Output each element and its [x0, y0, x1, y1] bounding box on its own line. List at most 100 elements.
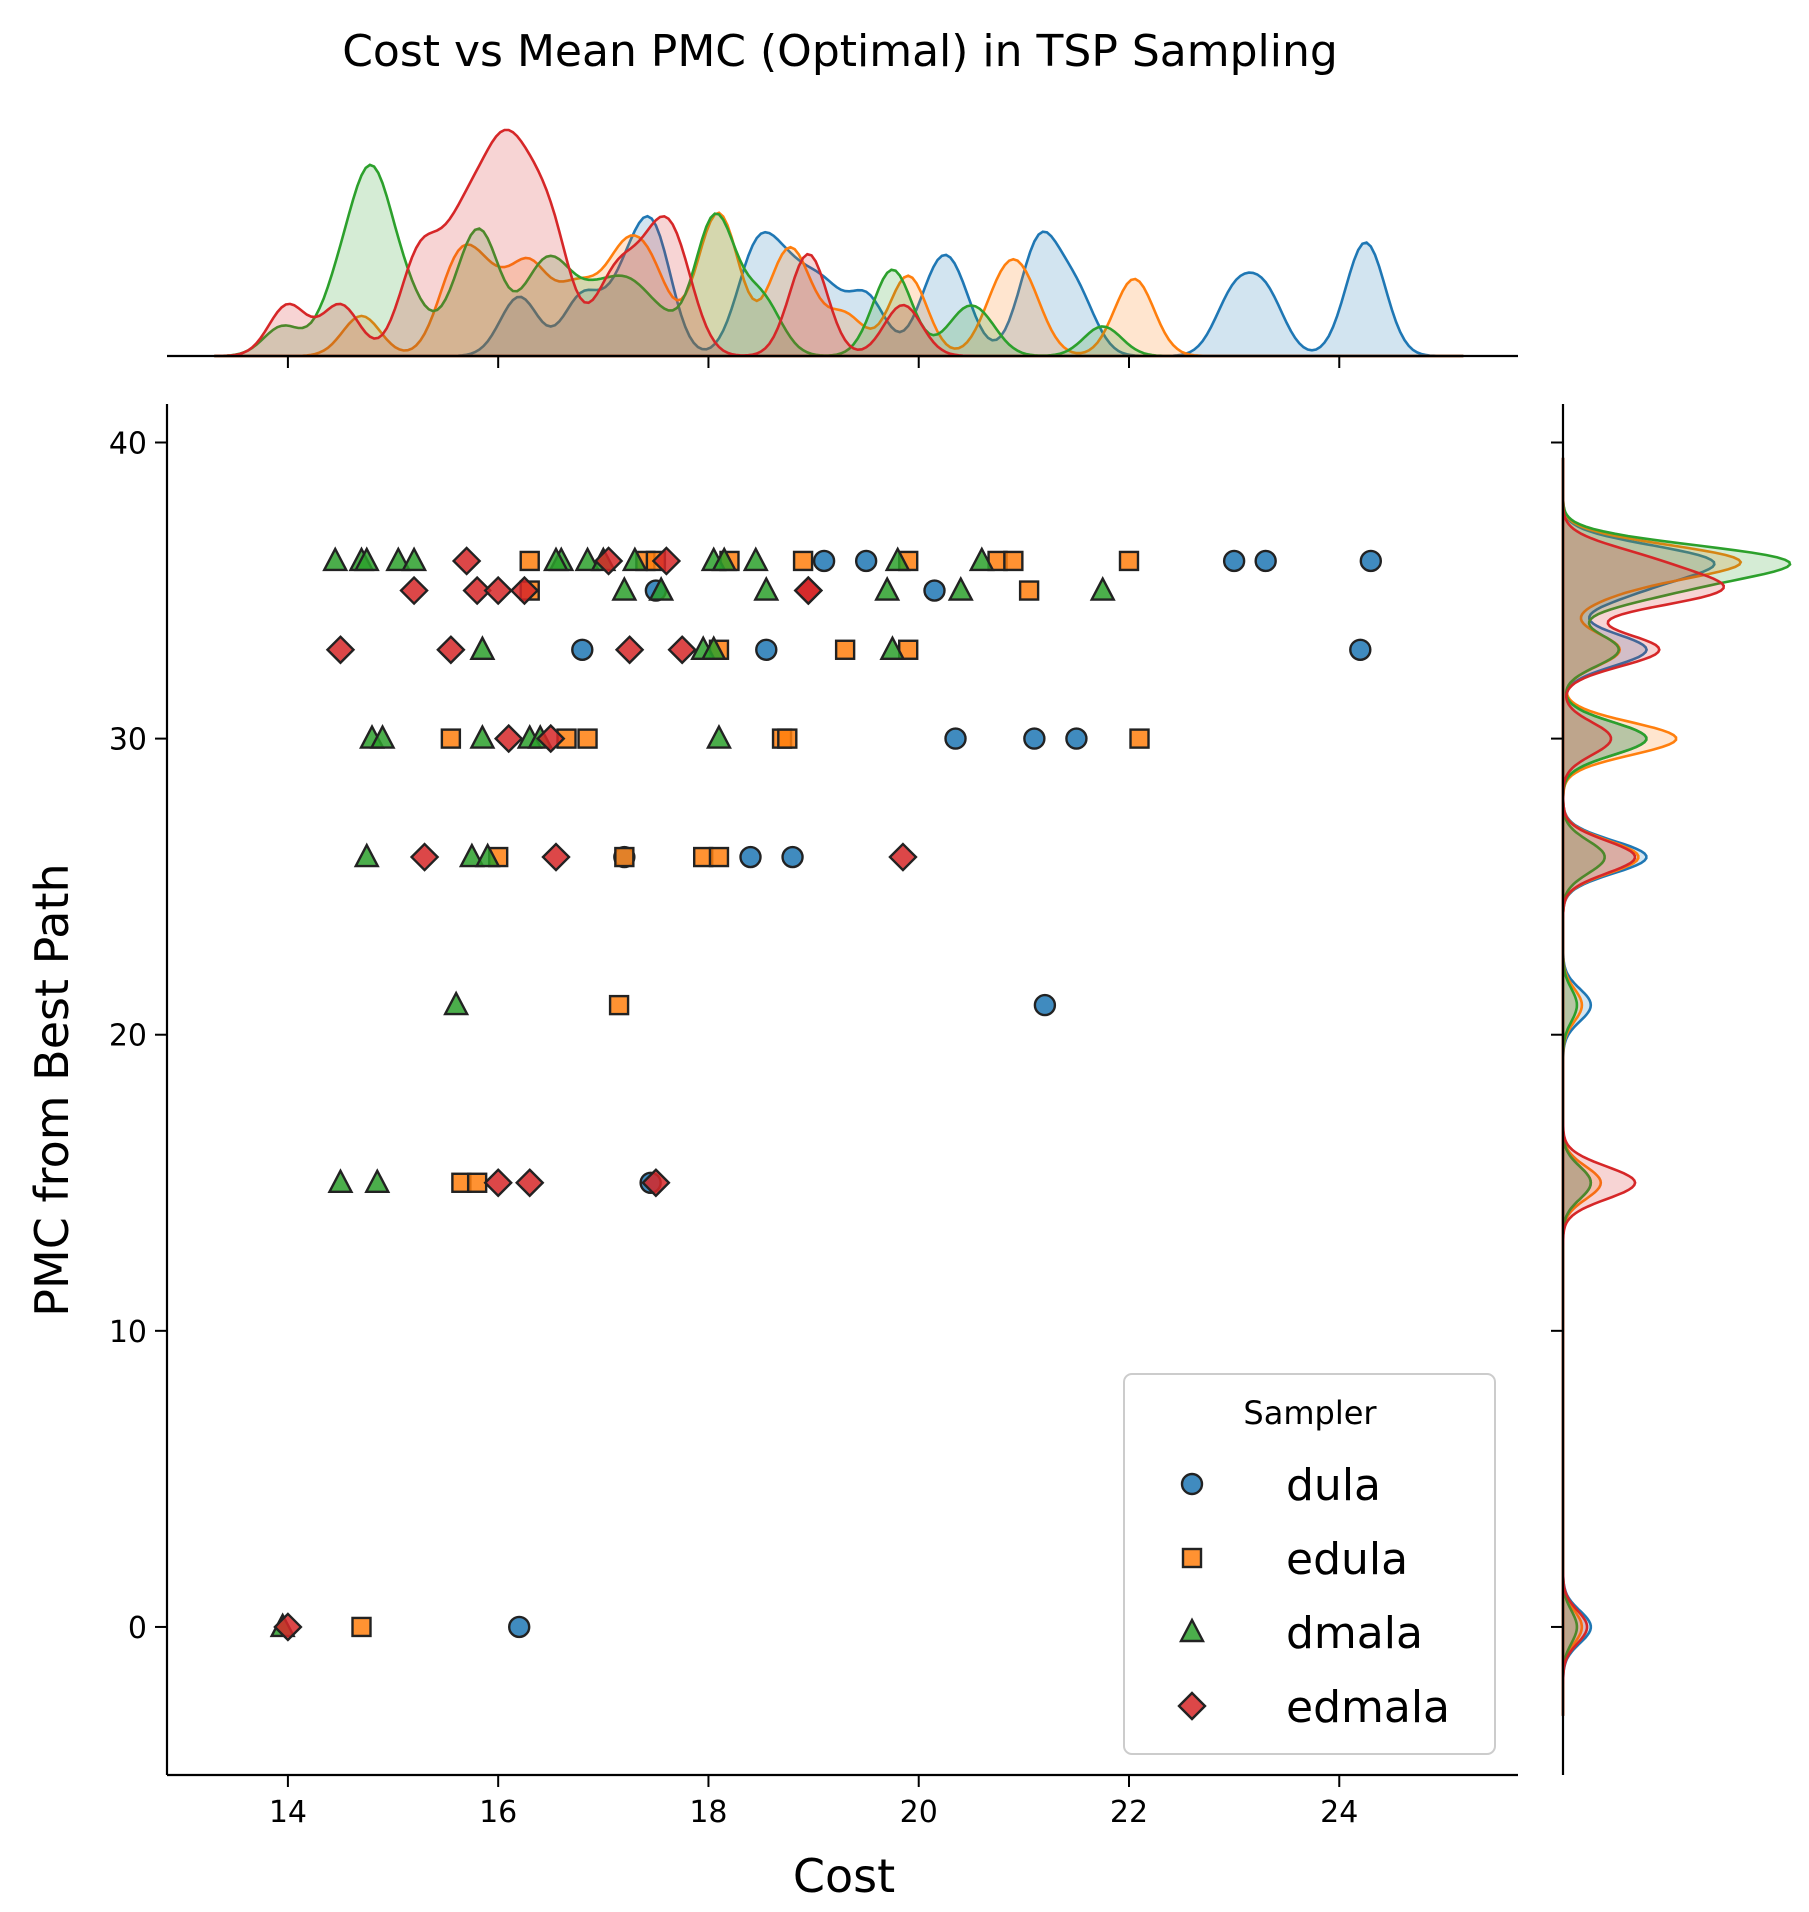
dula-point: [1359, 549, 1383, 573]
edula-point: [466, 1172, 488, 1193]
x-tick-label: 24: [1320, 1795, 1358, 1830]
x-tick-label: 18: [689, 1795, 727, 1830]
legend-marker-dmala: [1179, 1617, 1205, 1643]
dula-point: [508, 1615, 531, 1639]
edula-point: [792, 550, 814, 572]
dmala-point: [474, 842, 501, 868]
dula-point: [854, 549, 878, 573]
edula-point: [440, 728, 462, 749]
edmala-point: [483, 1168, 513, 1198]
dula-point: [944, 727, 967, 750]
dmala-point: [543, 546, 569, 572]
edmala-point: [436, 635, 466, 665]
y-axis-label: PMC from Best Path: [25, 863, 79, 1316]
dmala-point: [611, 575, 638, 601]
dmala-point: [884, 546, 911, 572]
dula-point: [812, 549, 836, 573]
edula-point: [834, 639, 856, 660]
dmala-point: [458, 842, 485, 868]
x-tick-label: 16: [479, 1795, 517, 1830]
dmala-point: [443, 990, 470, 1016]
edmala-point: [793, 575, 824, 606]
dmala-point: [742, 546, 769, 572]
legend-label-dula: dula: [1286, 1460, 1381, 1511]
edmala-point: [536, 723, 566, 754]
dula-point: [755, 638, 778, 661]
x-tick-label: 22: [1110, 1795, 1148, 1830]
dmala-point: [968, 546, 995, 572]
y-tick-label: 40: [109, 426, 147, 461]
chart-title: Cost vs Mean PMC (Optimal) in TSP Sampli…: [342, 26, 1338, 77]
top-marginal-kde: [214, 128, 1464, 358]
dula-point: [1222, 549, 1246, 573]
dmala-point: [364, 1168, 391, 1193]
edmala-point: [641, 1168, 671, 1198]
legend-label-edmala: edmala: [1286, 1682, 1450, 1733]
edula-point: [351, 1616, 372, 1638]
x-tick-label: 14: [269, 1795, 307, 1830]
main-axes: 14 16 18 20 22 24 0 10 20 30 40: [109, 354, 1565, 1830]
edmala-point: [593, 546, 624, 576]
edula-point: [777, 728, 798, 749]
edula-point: [577, 728, 598, 749]
dula-point: [1349, 638, 1372, 661]
dmala-point: [353, 546, 380, 572]
dula-point: [571, 638, 594, 661]
edmala-point: [541, 842, 571, 872]
dula-point: [1065, 727, 1088, 750]
dmala-point: [353, 842, 380, 868]
scatter-points: [269, 546, 1383, 1642]
edula-point: [1129, 728, 1150, 749]
dula-point: [739, 845, 762, 869]
legend-marker-edmala: [1177, 1691, 1207, 1721]
dula-point: [923, 579, 946, 602]
edmala-point: [462, 575, 492, 606]
x-axis-label: Cost: [793, 1849, 895, 1903]
dmala-point: [711, 546, 738, 572]
edula-point: [1018, 580, 1040, 601]
edmala-point: [483, 575, 513, 606]
x-tick-label: 20: [900, 1795, 938, 1830]
dmala-point: [648, 575, 675, 601]
dmala-point: [1089, 575, 1116, 601]
edula-point: [1118, 550, 1140, 572]
edmala-point: [273, 1612, 303, 1642]
dmala-point: [879, 635, 906, 660]
dmala-point: [327, 1168, 354, 1193]
dmala-point: [369, 724, 396, 749]
edmala-point: [493, 723, 524, 754]
legend-marker-dula: [1180, 1472, 1204, 1496]
legend: Sampler dula edula dmala edmala: [1123, 1373, 1496, 1755]
dmala-point: [621, 546, 648, 572]
dmala-point: [469, 635, 496, 660]
edula-point: [708, 846, 730, 868]
y-tick-label: 0: [128, 1611, 147, 1646]
dmala-point: [753, 575, 780, 601]
edmala-point: [667, 635, 697, 665]
edmala-point: [509, 575, 540, 606]
series-edmala: [273, 546, 918, 1642]
y-tick-label: 20: [109, 1019, 147, 1054]
dmala-point: [401, 546, 428, 572]
edmala-point: [451, 546, 482, 576]
edmala-point: [614, 635, 645, 665]
edmala-point: [409, 842, 440, 872]
dmala-point: [874, 575, 901, 601]
edula-point: [614, 846, 635, 868]
dula-point: [1033, 993, 1057, 1017]
legend-label-edula: edula: [1286, 1534, 1408, 1585]
edula-point: [1003, 550, 1024, 572]
y-tick-label: 30: [109, 723, 147, 758]
dula-point: [1023, 727, 1046, 750]
edmala-point: [399, 575, 429, 606]
dmala-point: [469, 724, 496, 749]
series-dmala: [269, 546, 1116, 1638]
dmala-point: [574, 546, 601, 572]
y-tick-label: 10: [109, 1315, 147, 1350]
edmala-point: [888, 842, 918, 872]
dula-point: [781, 845, 804, 869]
dmala-point: [322, 546, 349, 572]
edula-point: [608, 994, 630, 1016]
legend-label-dmala: dmala: [1286, 1608, 1423, 1659]
